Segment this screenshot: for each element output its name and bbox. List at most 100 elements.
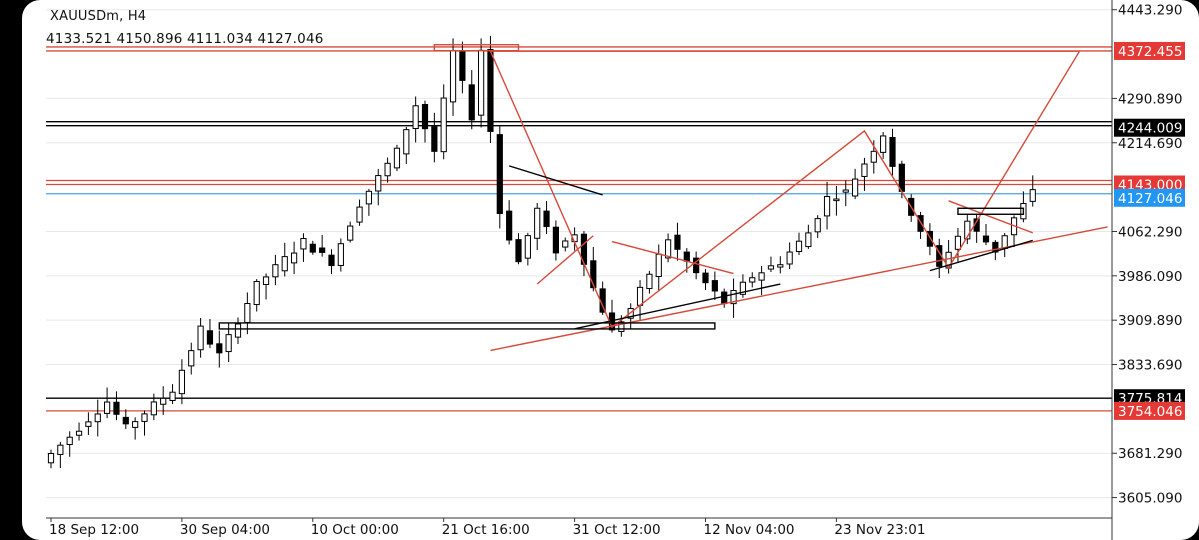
candle bbox=[365, 188, 372, 216]
candle-body bbox=[655, 253, 662, 278]
candle bbox=[749, 272, 756, 288]
candle bbox=[1029, 175, 1036, 207]
candle bbox=[141, 410, 148, 436]
price-tick-label: 3681.290 bbox=[1118, 446, 1182, 462]
candle bbox=[150, 393, 157, 421]
candle-body bbox=[225, 334, 232, 353]
candle-body bbox=[216, 343, 223, 354]
candle bbox=[786, 242, 793, 270]
candle-body bbox=[262, 276, 270, 285]
price-tick-label: 4062.290 bbox=[1118, 224, 1182, 240]
candle-body bbox=[515, 239, 522, 263]
candle bbox=[291, 241, 298, 275]
candle-body bbox=[636, 286, 644, 306]
time-tick-label: 21 Oct 16:00 bbox=[442, 522, 530, 538]
candle-body bbox=[347, 225, 354, 241]
candle-body bbox=[375, 175, 382, 192]
candle bbox=[496, 126, 503, 229]
price-label: 4244.009 bbox=[1118, 121, 1182, 137]
candle-body bbox=[693, 257, 700, 274]
candle-body bbox=[795, 240, 803, 253]
candle-body bbox=[823, 195, 831, 217]
candle-body bbox=[562, 240, 569, 248]
candle-body bbox=[309, 243, 316, 253]
candle-body bbox=[328, 254, 335, 267]
time-tick-label: 30 Sep 04:00 bbox=[180, 522, 270, 538]
candle-body bbox=[646, 273, 653, 290]
candle-body bbox=[47, 452, 55, 464]
price-tick-label: 4290.890 bbox=[1118, 91, 1182, 107]
candle-body bbox=[104, 401, 111, 414]
candle bbox=[767, 256, 775, 273]
candle-body bbox=[412, 105, 419, 130]
candle bbox=[169, 384, 176, 404]
candle-body bbox=[169, 391, 176, 401]
price-tick-label: 4443.290 bbox=[1118, 3, 1182, 19]
price-label: 4127.046 bbox=[1118, 191, 1182, 207]
candle-body bbox=[244, 303, 251, 323]
candle-body bbox=[786, 251, 793, 265]
candle bbox=[711, 271, 718, 301]
candle bbox=[94, 399, 101, 437]
candle-body bbox=[393, 147, 401, 169]
trendline bbox=[611, 240, 734, 275]
candle bbox=[739, 274, 746, 298]
candle bbox=[319, 234, 326, 257]
candle bbox=[47, 449, 55, 469]
candle-body bbox=[356, 206, 363, 223]
candle bbox=[337, 238, 344, 272]
time-tick-label: 10 Oct 00:00 bbox=[311, 522, 399, 538]
candle bbox=[758, 266, 765, 295]
trendline bbox=[508, 165, 603, 196]
candle-body bbox=[141, 413, 148, 422]
candle-body bbox=[758, 272, 765, 281]
candle bbox=[421, 100, 429, 143]
candle bbox=[880, 132, 887, 159]
candle-body bbox=[281, 256, 288, 272]
candle-body bbox=[880, 135, 887, 153]
candle-body bbox=[674, 234, 681, 250]
price-axis: 4443.290 4290.890 4214.690 4062.290 3986.090… bbox=[1111, 0, 1182, 540]
candle bbox=[178, 359, 186, 405]
candle bbox=[562, 237, 569, 252]
candle-body bbox=[926, 230, 933, 247]
candle bbox=[234, 317, 242, 345]
time-tick-label: 12 Nov 04:00 bbox=[704, 522, 795, 538]
candle bbox=[524, 232, 531, 266]
candle bbox=[478, 38, 485, 128]
candle-body bbox=[721, 291, 728, 305]
candle-body bbox=[534, 207, 541, 239]
candle bbox=[795, 232, 803, 256]
candle bbox=[253, 279, 260, 312]
candle bbox=[805, 224, 812, 249]
candle bbox=[852, 168, 859, 200]
candle bbox=[57, 441, 64, 469]
candle bbox=[403, 126, 410, 164]
candle-body bbox=[506, 210, 513, 241]
candle bbox=[66, 431, 73, 457]
candle bbox=[646, 270, 653, 294]
candle-body bbox=[188, 350, 195, 367]
candle-body bbox=[206, 330, 214, 345]
candle bbox=[431, 112, 438, 163]
candle-body bbox=[365, 190, 372, 205]
candle-body bbox=[300, 238, 307, 250]
chart-background bbox=[22, 0, 1199, 540]
candle-body bbox=[94, 413, 101, 423]
price-tick-label: 3986.090 bbox=[1118, 269, 1182, 285]
candle bbox=[309, 240, 316, 255]
candle bbox=[889, 128, 896, 176]
candle-body bbox=[449, 50, 457, 103]
candle bbox=[160, 386, 167, 415]
symbol-title: XAUUSDm, H4 bbox=[50, 9, 147, 24]
candle-body bbox=[777, 264, 784, 268]
candle bbox=[440, 84, 447, 160]
candle-body bbox=[590, 260, 597, 289]
candle-body bbox=[665, 239, 672, 259]
candle bbox=[543, 201, 550, 234]
price-label-box bbox=[1114, 118, 1185, 137]
candle-body bbox=[113, 401, 120, 415]
candle-body bbox=[833, 198, 840, 202]
candle bbox=[356, 199, 363, 226]
